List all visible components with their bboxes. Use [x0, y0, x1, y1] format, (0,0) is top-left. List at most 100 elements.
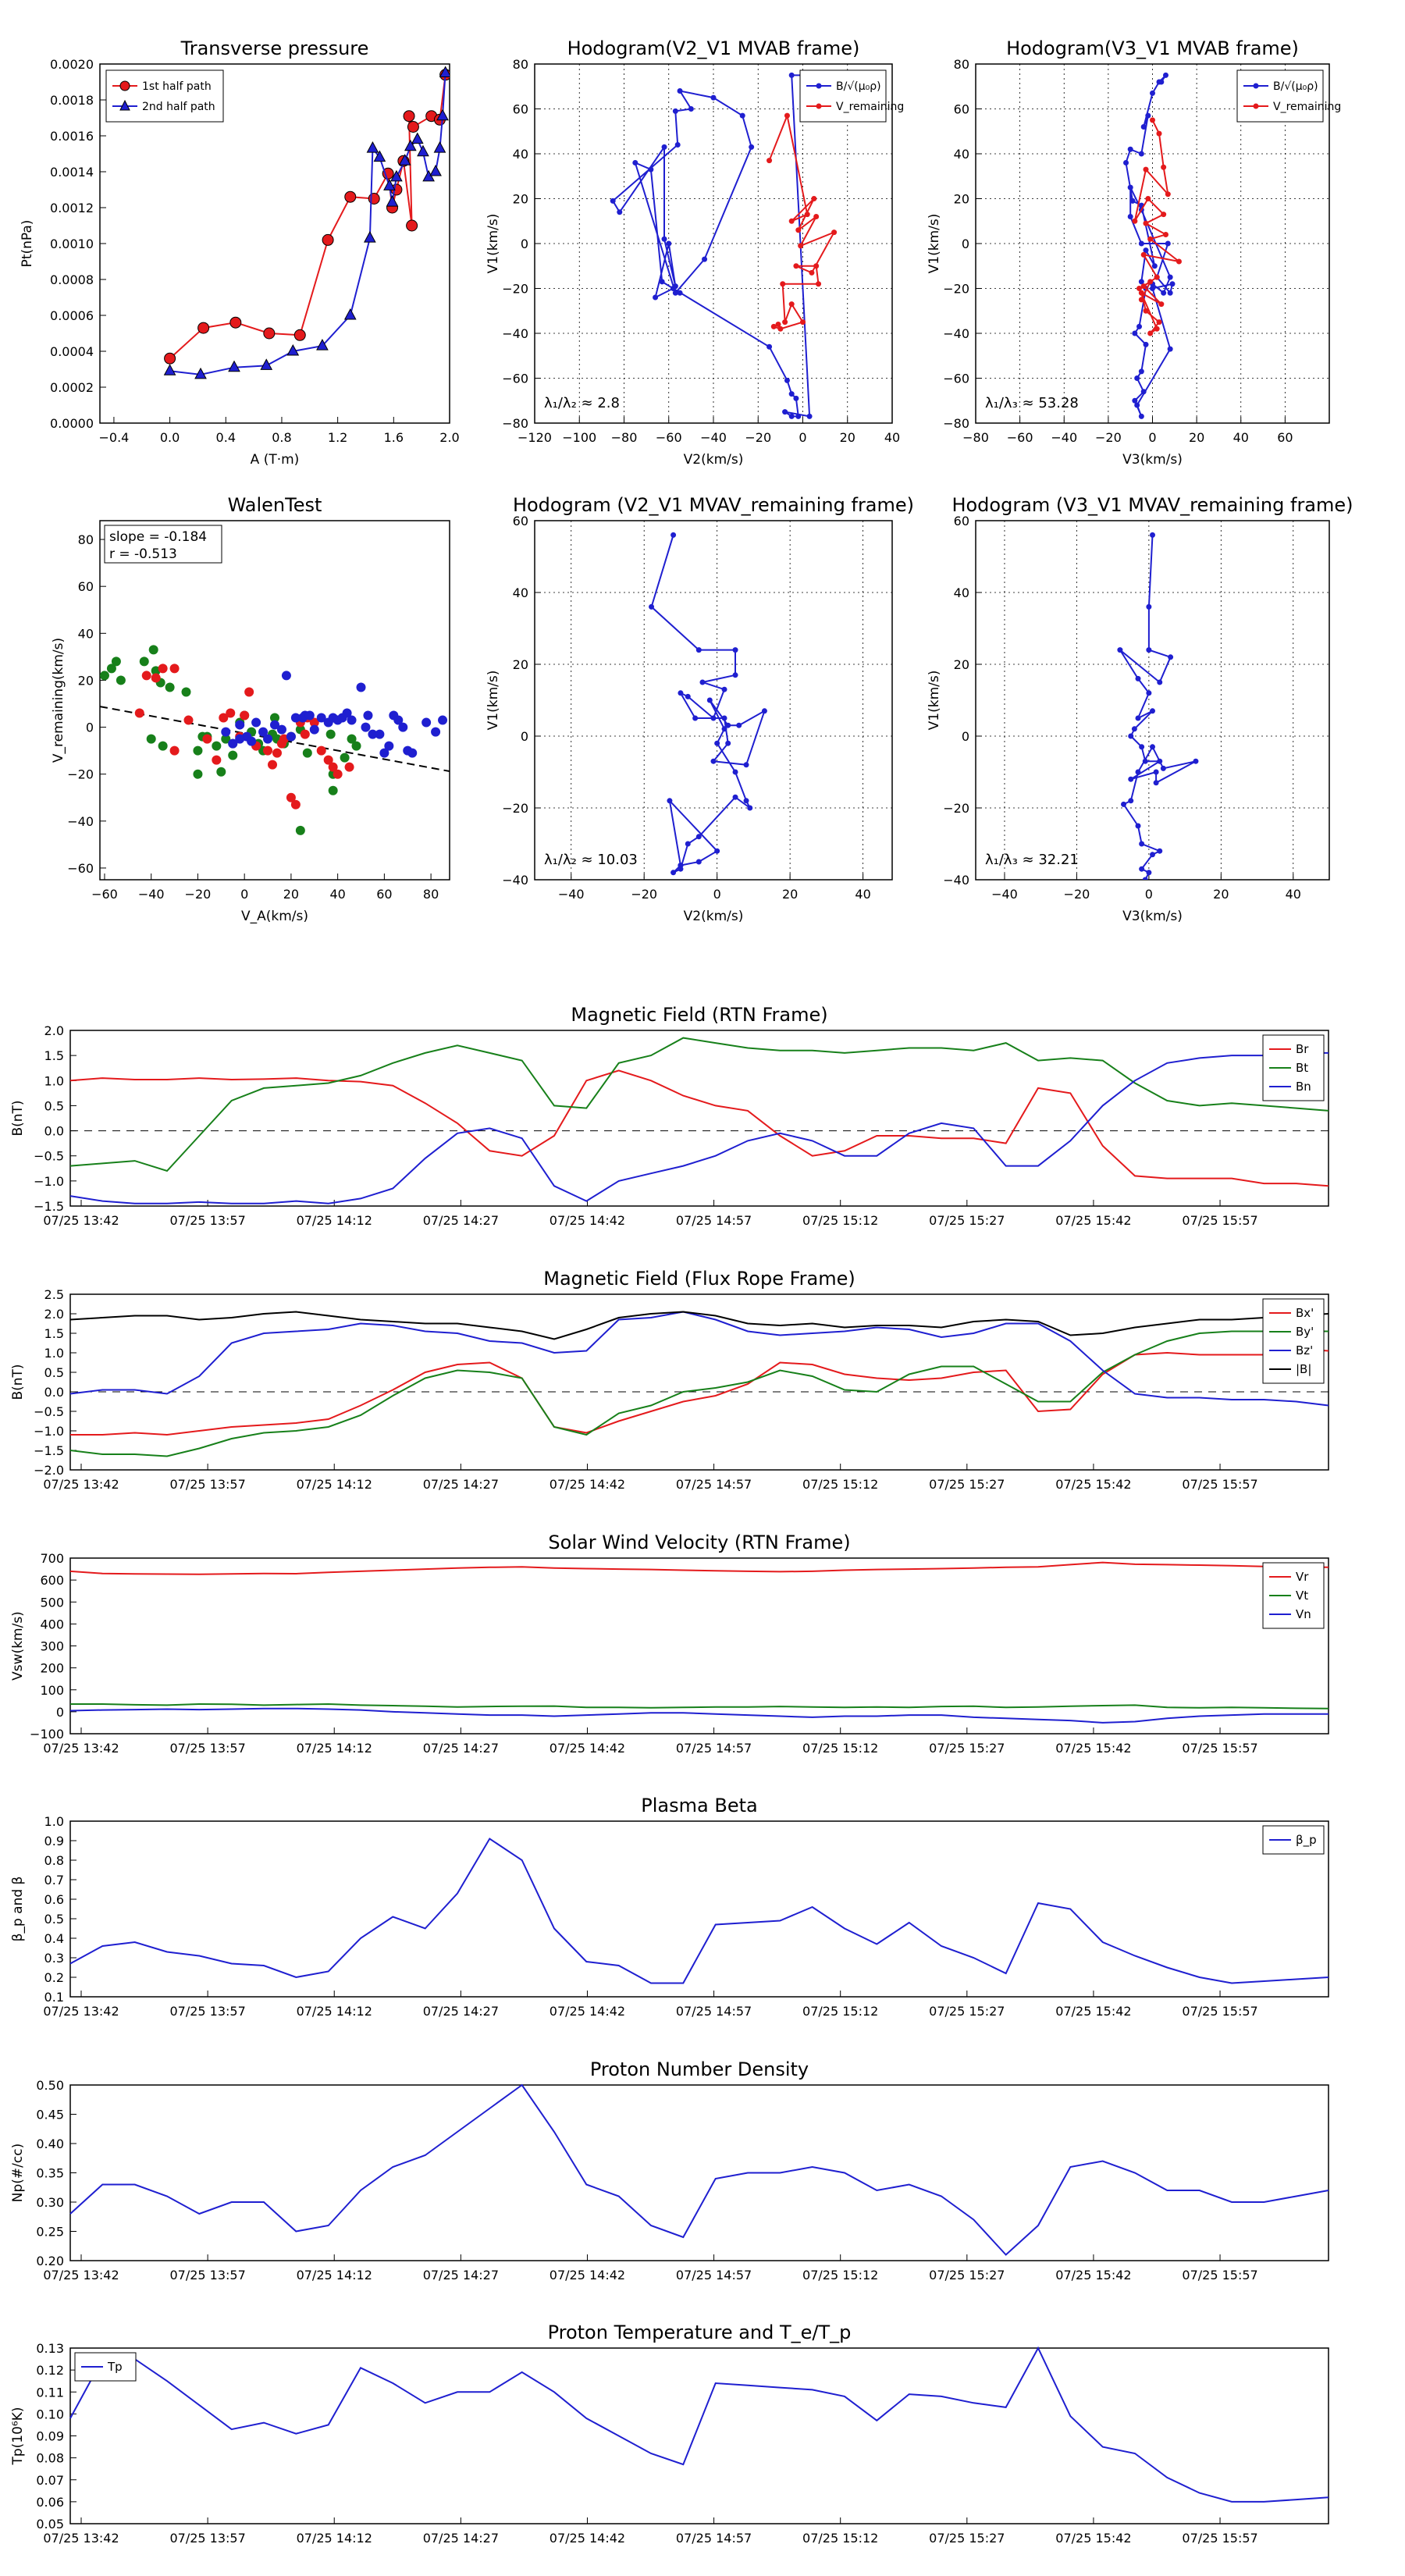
y-tick-label: −40 — [943, 326, 969, 341]
y-tick-label: 0.07 — [36, 2473, 64, 2488]
data-point — [1146, 690, 1152, 696]
plot-frame — [69, 2347, 1329, 2524]
legend: Br Bt Bn — [1262, 1034, 1325, 1101]
data-point — [393, 715, 404, 725]
series-line — [69, 1069, 1329, 1187]
chart-hodo31: −80 −60 −40 −20 0 20 40 60 80 −80 −60 −40 −20 0 20 40 60… — [927, 37, 1341, 468]
data-point — [1158, 301, 1165, 308]
legend-box — [1236, 69, 1324, 123]
data-point — [1138, 368, 1144, 375]
y-tick-label: 0 — [962, 237, 969, 251]
data-point — [1168, 654, 1174, 660]
legend: β_p — [1262, 1825, 1325, 1855]
data-point — [648, 166, 654, 173]
data-point — [674, 142, 681, 148]
data-point — [743, 798, 749, 804]
y-tick-label: 0.0 — [44, 1385, 64, 1400]
data-point — [1121, 801, 1127, 807]
data-point — [194, 367, 207, 379]
plot-frame — [534, 520, 893, 881]
data-point — [725, 722, 731, 728]
y-tick-label: 700 — [40, 1551, 64, 1566]
x-tick-label: 07/25 13:57 — [169, 2004, 245, 2019]
x-tick-label: 07/25 13:42 — [43, 1741, 119, 1756]
data-point — [1153, 769, 1159, 775]
y-tick-label: −40 — [67, 814, 94, 829]
data-point — [364, 231, 376, 243]
plot-frame — [69, 2084, 1329, 2261]
y-tick-label: −40 — [943, 873, 969, 888]
y-tick-label: −60 — [67, 861, 94, 876]
data-point — [1127, 214, 1133, 219]
data-point — [316, 339, 329, 350]
legend-label: V_remaining — [836, 101, 904, 113]
data-point — [228, 738, 238, 749]
chart-tp: 0.05 0.06 0.07 0.08 0.09 0.10 0.11 0.12 0.13 07/2… — [10, 2322, 1329, 2546]
x-tick-label: 07/25 15:27 — [929, 1213, 1005, 1228]
data-point — [1156, 79, 1162, 85]
x-tick-label: −60 — [1007, 430, 1033, 445]
data-point — [1138, 151, 1144, 157]
data-point — [1167, 274, 1173, 280]
y-axis-label: V1(km/s) — [486, 671, 501, 731]
y-tick-label: 2.0 — [44, 1307, 64, 1322]
chart-beta: 0.1 0.2 0.3 0.4 0.5 0.6 0.7 0.8 0.9 1.0 07/25 13:4… — [10, 1795, 1329, 2019]
y-tick-label: 40 — [954, 585, 969, 600]
x-tick-label: 07/25 14:42 — [550, 2004, 625, 2019]
chart-pt: 0.00000.00020.00040.00060.00080.00100.00… — [20, 37, 460, 468]
y-axis-label: β_p and β — [10, 1877, 26, 1942]
series-line — [69, 1330, 1329, 1457]
data-point — [1146, 870, 1152, 876]
data-point — [351, 741, 361, 751]
data-point — [672, 108, 678, 114]
x-tick-label: 07/25 15:42 — [1055, 1477, 1131, 1492]
y-tick-label: 0.10 — [36, 2407, 64, 2421]
data-point — [300, 729, 310, 739]
data-point — [1138, 240, 1144, 247]
y-tick-label: −1.0 — [34, 1174, 64, 1189]
x-axis-label: V3(km/s) — [1122, 909, 1183, 924]
y-tick-label: 0.45 — [36, 2108, 64, 2122]
y-tick-label: 2.5 — [44, 1287, 64, 1302]
x-tick-label: −40 — [1051, 430, 1077, 445]
data-point — [228, 750, 238, 760]
data-point — [398, 722, 408, 732]
y-tick-label: −60 — [502, 372, 528, 386]
x-tick-label: 20 — [782, 887, 798, 902]
data-point — [732, 769, 738, 775]
data-point — [111, 656, 121, 667]
data-point — [263, 745, 273, 756]
data-point — [1156, 319, 1162, 326]
data-point — [1151, 263, 1158, 269]
x-tick-label: 07/25 13:57 — [169, 2268, 245, 2282]
chart-hodo21: −80 −60 −40 −20 0 20 40 60 80 −120 −100 −80 −60 −40 −2… — [486, 37, 904, 468]
x-tick-label: 60 — [376, 887, 392, 902]
x-tick-label: 07/25 14:57 — [676, 2531, 752, 2546]
data-point — [390, 169, 403, 182]
chart-title: Proton Number Density — [590, 2058, 809, 2080]
y-tick-label: 0.6 — [44, 1892, 64, 1907]
x-axis-label: V3(km/s) — [1122, 452, 1183, 468]
y-tick-label: 0.25 — [36, 2225, 64, 2240]
data-point — [1132, 218, 1138, 224]
x-tick-label: 07/25 14:12 — [297, 2004, 372, 2019]
data-point — [617, 209, 623, 215]
data-point — [702, 256, 708, 262]
data-point — [1150, 117, 1155, 123]
y-tick-label: 0.0014 — [50, 165, 94, 180]
data-point — [706, 697, 713, 703]
chart-title: Hodogram(V2_V1 MVAB frame) — [567, 37, 860, 59]
data-point — [739, 112, 745, 119]
data-point — [780, 281, 786, 287]
x-tick-label: −80 — [962, 430, 989, 445]
data-point — [221, 734, 231, 744]
data-point — [1123, 160, 1129, 165]
y-tick-label: 0.12 — [36, 2363, 64, 2378]
x-tick-label: 07/25 15:12 — [802, 2004, 878, 2019]
legend-label: Bt — [1296, 1061, 1308, 1075]
data-point — [363, 710, 373, 720]
data-point — [798, 243, 804, 249]
data-point — [800, 319, 806, 326]
data-point — [710, 758, 717, 764]
chart-walen: −60 −40 −20 0 20 40 60 80 −60 −40 −20 0 20 40 60 80 Wale… — [51, 494, 450, 924]
